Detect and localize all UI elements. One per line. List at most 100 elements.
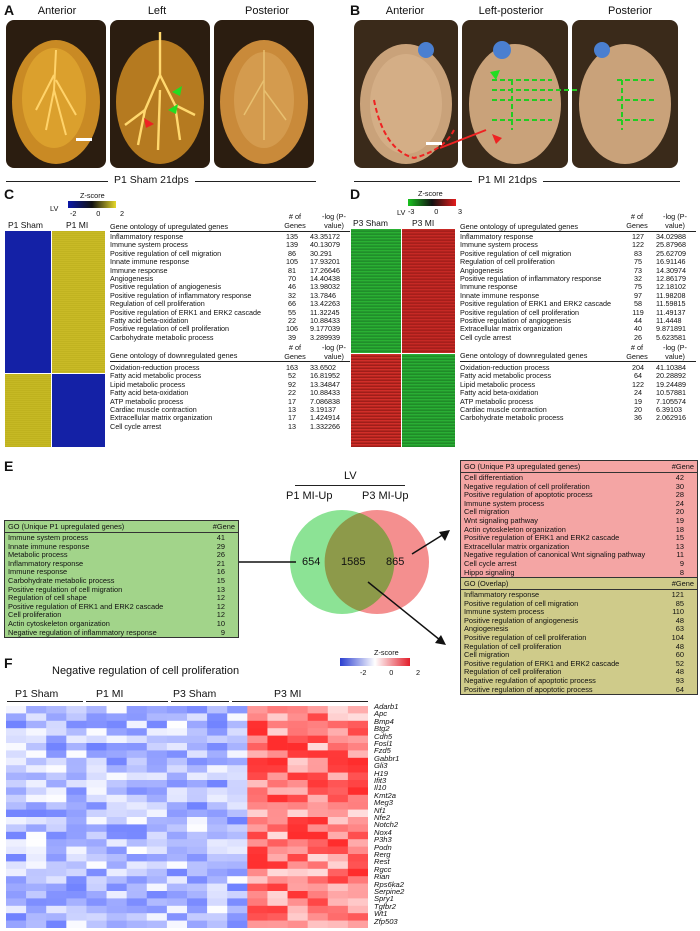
heatmap-cell bbox=[307, 854, 329, 862]
heatmap-cell bbox=[247, 861, 268, 870]
heatmap-cell bbox=[347, 839, 368, 847]
go-box-row: Regulation of cell proliferation 48 bbox=[461, 642, 697, 652]
heatmap-cell bbox=[327, 720, 349, 729]
heatmap-cell bbox=[166, 817, 188, 825]
go-term: Hippo signaling bbox=[464, 567, 515, 577]
heatmap-cell bbox=[327, 802, 349, 810]
heatmap-cell bbox=[267, 920, 288, 928]
go-down-header-d: Gene ontology of downregulated genes bbox=[460, 351, 588, 360]
go-term: Cell cycle arrest bbox=[460, 332, 512, 342]
go-gene-count: 20 bbox=[675, 507, 684, 517]
go-term: Extracellular matrix organization bbox=[464, 541, 570, 551]
heatmap-cell bbox=[347, 846, 368, 855]
go-gene-count: 204 bbox=[632, 363, 644, 372]
heatmap-cell bbox=[207, 920, 228, 928]
heatmap-cell bbox=[166, 809, 188, 818]
heatmap-cell bbox=[207, 831, 228, 840]
view-label-anterior-b: Anterior bbox=[385, 5, 425, 17]
go-row: Carbohydrate metabolic process 39 3.289939 bbox=[108, 332, 352, 342]
heatmap-cell bbox=[106, 883, 127, 892]
heatmap-cell bbox=[227, 898, 248, 907]
heatmap-cell bbox=[86, 765, 107, 773]
heatmap-cell bbox=[207, 868, 228, 877]
panel-label-e: E bbox=[4, 458, 14, 474]
heatmap-cell bbox=[166, 861, 188, 870]
go-term: Cell cycle arrest bbox=[110, 421, 162, 431]
go-term: Fatty acid metabolic process bbox=[110, 371, 202, 381]
heatmap-cell bbox=[207, 735, 228, 744]
heatmap-cell bbox=[46, 794, 67, 803]
gene-label: Bmp4 bbox=[374, 716, 394, 726]
go-pvalue: 12.18102 bbox=[656, 282, 686, 292]
go-gene-count: 64 bbox=[675, 684, 684, 694]
heatmap-cell bbox=[146, 735, 168, 744]
heatmap-cell bbox=[307, 757, 329, 766]
heatmap-cell bbox=[86, 772, 107, 781]
heatmap-cell bbox=[146, 854, 168, 862]
go-pvalue: 16.91146 bbox=[656, 257, 686, 267]
zscore-ticks-d: -3 0 3 bbox=[408, 207, 462, 216]
go-pvalue: 20.28892 bbox=[656, 371, 686, 381]
heatmap-cell bbox=[347, 809, 368, 818]
go-term: Immune system process bbox=[8, 533, 89, 542]
heatmap-cell bbox=[327, 713, 349, 722]
heatmap-cell bbox=[166, 743, 188, 751]
go-pvalue: 11.4448 bbox=[656, 316, 682, 326]
go-box-row: Angiogenesis 63 bbox=[461, 625, 697, 634]
go-term: Regulation of cell proliferation bbox=[110, 299, 205, 309]
heatmap-cell bbox=[66, 720, 87, 729]
heatmap-cell bbox=[187, 817, 208, 825]
go-term: Positive regulation of ERK1 and ERK2 cas… bbox=[464, 533, 620, 543]
pvalue-header-d: -log (P-value) bbox=[663, 212, 687, 230]
n-genes-header-c: # of Genes bbox=[284, 212, 306, 230]
heatmap-cell bbox=[247, 854, 268, 862]
go-term: Positive regulation of angiogenesis bbox=[110, 282, 222, 292]
heatmap-cell bbox=[327, 898, 349, 907]
go-gene-count: 75 bbox=[634, 282, 642, 292]
heatmap-cell bbox=[26, 728, 47, 736]
gene-label: Fosl1 bbox=[374, 739, 393, 748]
heatmap-cell bbox=[126, 787, 148, 796]
heart-image-posterior-mi bbox=[572, 20, 678, 168]
heatmap-cell bbox=[66, 824, 87, 833]
gene-label: Nf1 bbox=[374, 805, 386, 815]
go-term: Carbohydrate metabolic process bbox=[110, 332, 214, 342]
heatmap-cell bbox=[106, 831, 127, 840]
heatmap-cell bbox=[6, 861, 27, 870]
heatmap-cell bbox=[287, 728, 308, 736]
heatmap-cell bbox=[327, 794, 349, 803]
heatmap-cell bbox=[66, 817, 87, 825]
go-term: Extracellular matrix organization bbox=[110, 413, 213, 423]
gene-label: Meg3 bbox=[374, 798, 393, 808]
go-box-row: Negative regulation of cell proliferatio… bbox=[461, 482, 697, 492]
gene-label: Fzd5 bbox=[374, 746, 391, 756]
heatmap-cell bbox=[267, 861, 288, 870]
go-box-row: Regulation of cell proliferation 48 bbox=[461, 668, 697, 677]
go-pvalue: 12.86179 bbox=[656, 274, 686, 284]
heatmap-cell bbox=[166, 868, 188, 877]
heatmap-cell bbox=[227, 861, 248, 870]
go-term: Extracellular matrix organization bbox=[460, 324, 563, 334]
go-row: Inflammatory response 135 43.35172 bbox=[108, 232, 352, 241]
go-gene-count: 64 bbox=[634, 371, 642, 381]
col-label-p3-sham: P3 Sham bbox=[353, 218, 388, 228]
go-up-table-d: Inflammatory response 127 34.02988 Immune s… bbox=[458, 232, 698, 342]
heatmap-cell bbox=[347, 817, 368, 825]
heatmap-cell bbox=[267, 728, 288, 736]
go-term: ATP metabolic process bbox=[460, 396, 534, 406]
heatmap-cell bbox=[26, 905, 47, 914]
heatmap-cell bbox=[146, 861, 168, 870]
heatmap-cell bbox=[287, 706, 308, 714]
heatmap-cell bbox=[207, 750, 228, 759]
view-label-left-posterior-b: Left-posterior bbox=[478, 5, 544, 17]
heatmap-cell bbox=[247, 735, 268, 744]
heatmap-cell bbox=[287, 787, 308, 796]
go-row: Angiogenesis 73 14.30974 bbox=[458, 266, 698, 275]
heatmap-cell bbox=[146, 898, 168, 907]
gene-label: Gli3 bbox=[374, 761, 388, 771]
heatmap-cell bbox=[86, 854, 107, 862]
go-gene-count: 63 bbox=[675, 624, 684, 634]
heatmap-cell bbox=[327, 831, 349, 840]
heatmap-cell bbox=[327, 920, 349, 928]
go-row: Angiogenesis 70 14.40438 bbox=[108, 274, 352, 283]
